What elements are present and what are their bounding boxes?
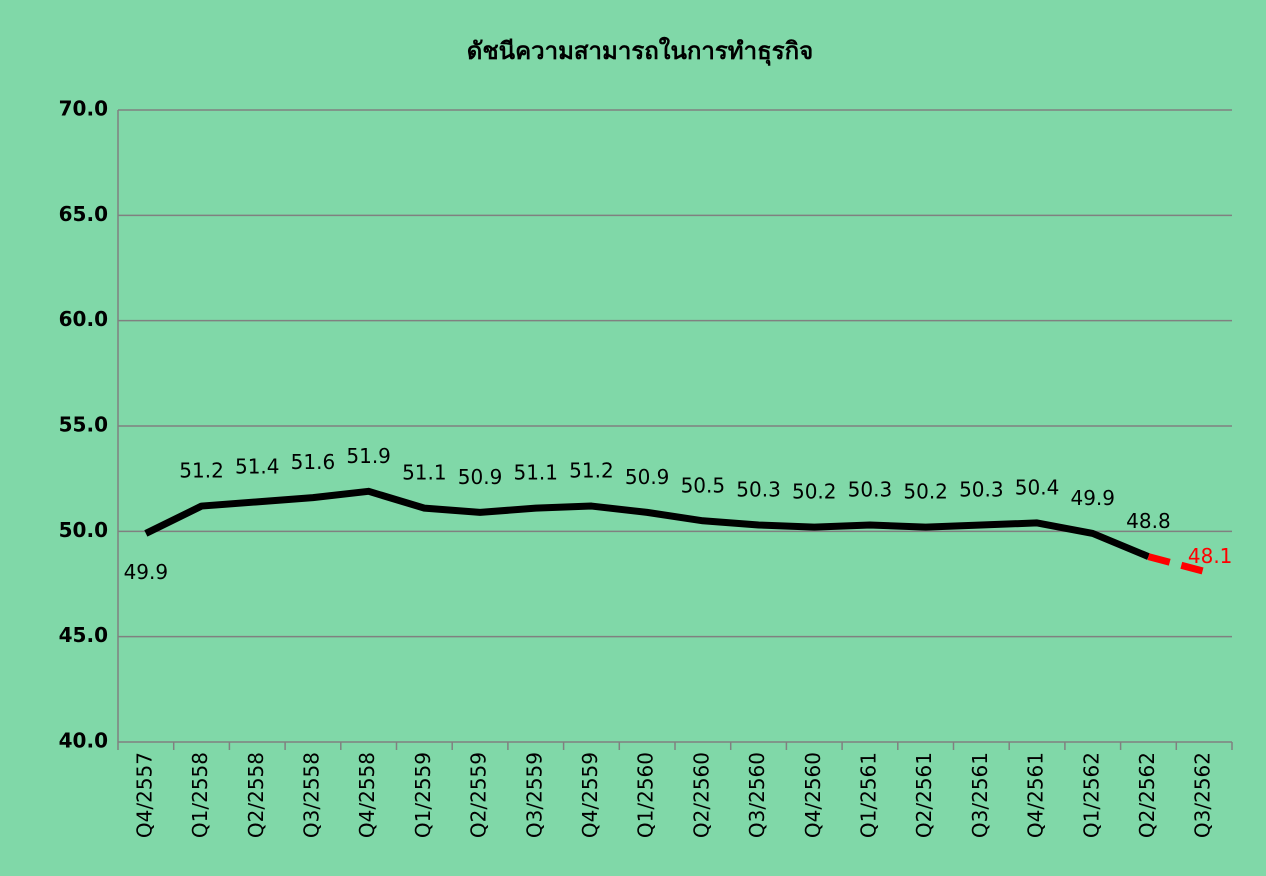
data-label: 51.2 (179, 459, 224, 483)
x-tick-label: Q1/2560 (634, 752, 658, 838)
data-label: 50.9 (625, 465, 670, 489)
data-label: 48.1 (1188, 544, 1233, 568)
data-label: 50.2 (903, 480, 948, 504)
x-tick-label: Q3/2562 (1191, 752, 1215, 838)
data-label: 50.9 (458, 465, 503, 489)
line (144, 487, 1150, 560)
data-label: 49.9 (1070, 486, 1115, 510)
x-tick-label: Q3/2558 (299, 752, 323, 838)
line (1147, 553, 1206, 575)
chart-title: ดัชนีความสามารถในการทำธุรกิจ (467, 36, 813, 67)
x-tick-label: Q1/2561 (856, 752, 880, 838)
data-label: 49.9 (124, 560, 169, 584)
y-tick-label: 60.0 (59, 307, 108, 331)
data-label: 50.3 (959, 478, 1004, 502)
data-label: 50.2 (792, 480, 837, 504)
data-label: 50.3 (848, 478, 893, 502)
x-tick-label: Q2/2559 (467, 752, 491, 838)
x-tick-label: Q4/2560 (801, 752, 825, 838)
x-tick-label: Q2/2560 (689, 752, 713, 838)
x-tick-label: Q4/2558 (355, 752, 379, 838)
x-tick-label: Q4/2557 (132, 752, 156, 838)
x-tick-label: Q2/2562 (1135, 752, 1159, 838)
data-label: 51.1 (402, 461, 447, 485)
data-label: 50.4 (1015, 475, 1060, 499)
x-tick-label: Q2/2558 (244, 752, 268, 838)
data-label: 50.5 (681, 473, 726, 497)
data-label: 51.2 (569, 459, 614, 483)
data-label: 50.3 (736, 478, 781, 502)
x-tick-label: Q2/2561 (912, 752, 936, 838)
x-tick-label: Q3/2560 (745, 752, 769, 838)
data-label: 51.9 (346, 444, 391, 468)
data-label: 51.4 (235, 454, 280, 478)
x-tick-label: Q4/2559 (578, 752, 602, 838)
y-tick-label: 55.0 (59, 413, 108, 437)
y-tick-label: 50.0 (59, 518, 108, 542)
x-tick-label: Q3/2559 (522, 752, 546, 838)
data-label: 48.8 (1126, 509, 1171, 533)
x-tick-label: Q1/2559 (411, 752, 435, 838)
data-label: 51.1 (513, 461, 558, 485)
x-tick-label: Q1/2562 (1079, 752, 1103, 838)
x-tick-label: Q1/2558 (188, 752, 212, 838)
y-tick-label: 65.0 (59, 202, 108, 226)
y-tick-label: 45.0 (59, 623, 108, 647)
x-tick-label: Q4/2561 (1024, 752, 1048, 838)
data-label: 51.6 (291, 450, 336, 474)
y-tick-label: 70.0 (59, 97, 108, 121)
x-tick-label: Q3/2561 (968, 752, 992, 838)
y-tick-label: 40.0 (59, 729, 108, 753)
